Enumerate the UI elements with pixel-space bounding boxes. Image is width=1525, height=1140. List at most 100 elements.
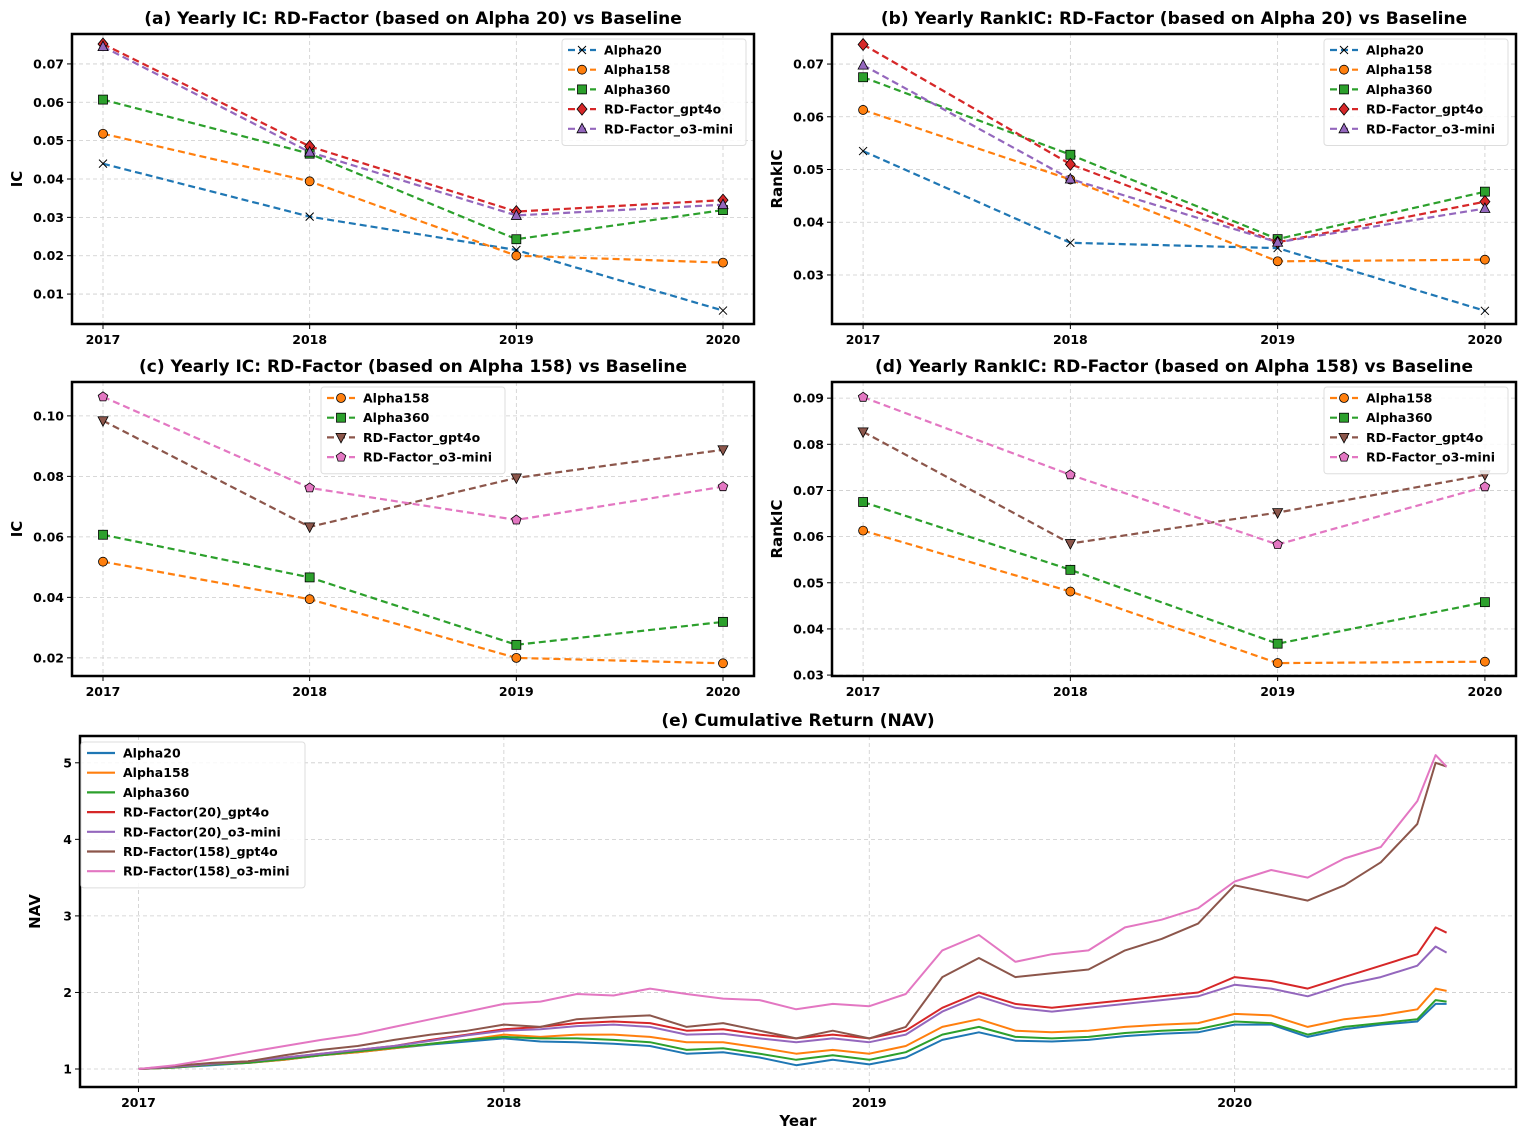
legend-label: Alpha360 xyxy=(604,82,671,97)
marker-square xyxy=(577,84,587,95)
legend-item: RD-Factor_gpt4o xyxy=(568,102,722,118)
series-Alpha158 xyxy=(138,987,1447,1070)
marker-pentagon xyxy=(717,481,729,492)
series-Alpha158 xyxy=(858,105,1490,267)
y-tick-label: 0.02 xyxy=(33,650,64,665)
series-line xyxy=(862,76,1486,241)
marker-pentagon xyxy=(1338,451,1350,462)
y-tick-label: 0.01 xyxy=(33,287,64,302)
marker-pentagon xyxy=(97,391,109,402)
legend-box xyxy=(1323,386,1509,475)
legend: Alpha20 Alpha158 Alpha360 RD-Factor(20)_gpt… xyxy=(80,741,306,889)
marker-diamond xyxy=(576,102,588,116)
legend-item: RD-Factor_gpt4o xyxy=(327,430,481,446)
marker-square xyxy=(858,497,868,507)
legend-label: RD-Factor_o3-mini xyxy=(604,121,733,137)
y-tick-label: 0.05 xyxy=(793,575,824,590)
marker-triangle-down xyxy=(335,432,347,444)
y-tick-label: 0.02 xyxy=(33,248,64,263)
x-tick-label: 2019 xyxy=(499,332,534,347)
y-tick-label: 0.06 xyxy=(33,529,64,544)
series-line xyxy=(862,43,1486,244)
series-line xyxy=(102,162,724,312)
series-line xyxy=(102,132,724,264)
y-tick-label: 5 xyxy=(63,755,72,770)
legend-item: RD-Factor_o3-mini xyxy=(1330,450,1495,466)
marker-pentagon xyxy=(1065,469,1076,480)
y-tick-label: 0.06 xyxy=(793,109,824,124)
marker-circle xyxy=(1480,254,1490,265)
x-axis-label: Year xyxy=(778,1112,817,1130)
marker-circle xyxy=(1272,658,1283,668)
legend-label: RD-Factor(20)_o3-mini xyxy=(123,824,281,840)
marker-square xyxy=(1272,638,1283,649)
legend-item: RD-Factor_o3-mini xyxy=(568,121,733,137)
legend-label: RD-Factor_gpt4o xyxy=(604,102,722,118)
marker-circle xyxy=(511,250,522,261)
plot-frame xyxy=(830,380,1518,678)
legend: Alpha20 Alpha158 Alpha360 RD-Factor_gpt4o RD… xyxy=(1323,38,1509,146)
series-RD-Factor(158)_gpt4o xyxy=(138,761,1447,1070)
chart-panel-3: (d) Yearly RankIC: RD-Factor (based on A… xyxy=(768,357,1518,699)
x-tick-label: 2018 xyxy=(292,332,327,347)
legend: Alpha158 Alpha360 RD-Factor_gpt4o RD-Factor… xyxy=(1323,386,1509,475)
legend-item: Alpha20 xyxy=(568,43,662,58)
marker-diamond xyxy=(857,37,869,52)
series-line xyxy=(102,419,724,529)
legend: Alpha158 Alpha360 RD-Factor_gpt4o RD-Factor… xyxy=(320,386,506,475)
series-Alpha360 xyxy=(98,529,728,650)
legend-item: Alpha360 xyxy=(87,785,190,800)
plot-frame xyxy=(830,32,1518,326)
marker-circle xyxy=(1480,656,1490,667)
marker-x xyxy=(1480,306,1490,316)
series-line xyxy=(138,945,1448,1070)
marker-square xyxy=(858,72,868,83)
y-tick-label: 0.08 xyxy=(793,437,824,452)
legend-item: RD-Factor_gpt4o xyxy=(1330,430,1484,446)
marker-triangle-up xyxy=(1338,122,1350,134)
series-line xyxy=(102,43,724,213)
legend-label: RD-Factor_gpt4o xyxy=(1366,430,1484,446)
y-tick-label: 0.10 xyxy=(33,408,64,423)
marker-circle xyxy=(304,594,315,605)
legend-label: Alpha360 xyxy=(363,410,430,425)
y-tick-label: 0.05 xyxy=(793,162,824,177)
legend-label: RD-Factor_o3-mini xyxy=(363,450,492,466)
marker-triangle-down xyxy=(97,416,109,428)
marker-x xyxy=(1066,238,1075,248)
chart-panel-1: (b) Yearly RankIC: RD-Factor (based on A… xyxy=(768,9,1518,347)
marker-triangle-up xyxy=(1271,235,1284,247)
legend-label: Alpha158 xyxy=(1366,391,1432,406)
y-tick-label: 1 xyxy=(63,1062,72,1077)
legend-box xyxy=(80,741,306,889)
marker-x xyxy=(858,146,868,156)
marker-circle xyxy=(858,525,868,536)
marker-circle xyxy=(718,257,728,268)
legend-label: Alpha158 xyxy=(604,62,670,77)
x-tick-label: 2019 xyxy=(499,684,534,699)
marker-triangle-up xyxy=(97,40,109,52)
y-tick-label: 0.04 xyxy=(33,590,64,605)
y-tick-label: 0.03 xyxy=(793,668,824,683)
legend-label: RD-Factor_o3-mini xyxy=(1366,121,1495,137)
plot-frame xyxy=(70,380,756,678)
x-tick-label: 2018 xyxy=(1053,332,1088,347)
series-RD-Factor_o3-mini xyxy=(857,391,1491,549)
legend-item: RD-Factor_o3-mini xyxy=(1330,121,1495,137)
y-axis-label: IC xyxy=(8,171,26,188)
series-Alpha158 xyxy=(98,556,728,669)
marker-x xyxy=(1339,45,1349,55)
marker-triangle-down xyxy=(510,473,522,485)
series-RD-Factor_gpt4o xyxy=(97,416,729,534)
series-line xyxy=(862,150,1486,312)
legend-item: Alpha158 xyxy=(568,62,670,77)
marker-square xyxy=(1480,597,1490,608)
series-line xyxy=(138,761,1447,1070)
y-axis-label: RankIC xyxy=(768,150,786,209)
marker-diamond xyxy=(1064,157,1076,171)
legend-item: Alpha20 xyxy=(87,746,181,761)
legend-item: Alpha158 xyxy=(1330,62,1432,77)
marker-pentagon xyxy=(335,451,347,462)
y-tick-label: 0.09 xyxy=(793,391,824,406)
legend-label: Alpha360 xyxy=(123,785,190,800)
